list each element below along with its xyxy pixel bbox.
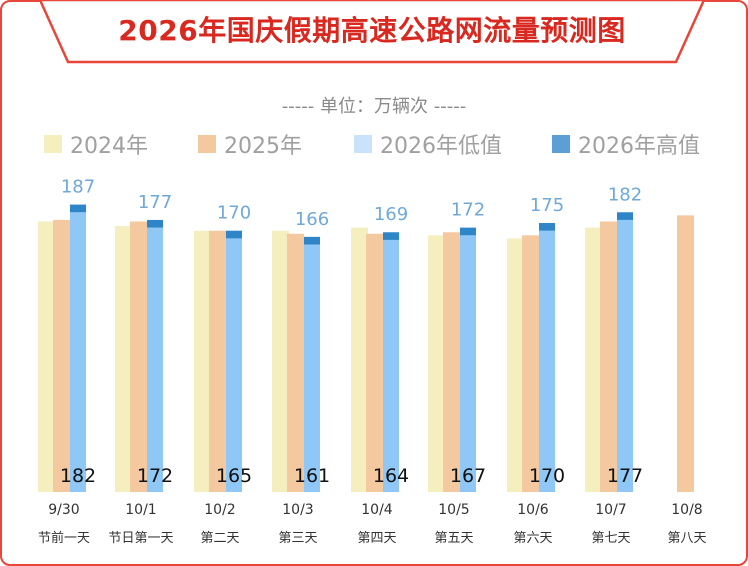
data-label-2026-low-4: 161 [294, 465, 330, 487]
bar-2026-high-6 [460, 227, 476, 236]
legend-swatch-2026-high [552, 135, 570, 153]
bar-2026-high-1 [70, 204, 86, 213]
bar-2024-1 [38, 221, 55, 492]
legend-item-2026-high: 2026年高值 [552, 128, 700, 160]
bar-2026-low-3 [226, 238, 242, 492]
legend-label-2026-high: 2026年高值 [578, 134, 700, 159]
unit-label: ----- 单位：万辆次 ----- [0, 92, 748, 118]
x-sub-label-4: 第三天 [278, 531, 317, 546]
data-label-2026-high-6: 172 [451, 200, 485, 221]
data-label-2026-low-8: 177 [607, 465, 643, 487]
data-label-2026-high-4: 166 [295, 209, 329, 230]
bar-2026-low-8 [617, 219, 633, 493]
title-banner-shape [40, 0, 704, 64]
x-tick-label-4: 10/3 [282, 502, 313, 518]
bar-2026-high-8 [617, 212, 633, 220]
legend: 2024年 2025年 2026年低值 2026年高值 [44, 128, 728, 162]
unit-dashes-right: ----- [428, 96, 467, 117]
x-sub-label-5: 第四天 [357, 531, 396, 546]
x-tick-label-8: 10/7 [595, 502, 626, 518]
legend-swatch-2025 [198, 135, 216, 153]
x-sub-label-9: 第八天 [667, 531, 706, 546]
x-tick-label-7: 10/6 [517, 502, 549, 518]
bar-2025-5 [366, 233, 383, 492]
data-label-2026-high-1: 187 [61, 177, 95, 198]
bar-2026-low-1 [70, 212, 86, 493]
chart-title: 2026年国庆假期高速公路网流量预测图 [118, 14, 626, 47]
x-tick-label-5: 10/4 [361, 502, 393, 518]
bar-2024-4 [272, 230, 289, 492]
x-tick-label-1: 9/30 [48, 502, 79, 518]
x-tick-label-3: 10/2 [204, 502, 235, 518]
data-label-2026-low-1: 182 [60, 465, 96, 487]
bar-2025-7 [522, 235, 539, 493]
bar-2026-high-4 [304, 236, 320, 245]
unit-text: 单位：万辆次 [320, 96, 428, 117]
legend-item-2025: 2025年 [198, 128, 302, 160]
bar-2025-9 [677, 215, 694, 492]
bar-2025-1 [53, 219, 70, 493]
x-tick-label-6: 10/5 [438, 502, 469, 518]
x-sub-label-3: 第二天 [200, 531, 239, 546]
bar-2025-8 [600, 221, 617, 492]
data-label-2026-low-2: 172 [137, 465, 173, 487]
bar-2026-low-5 [383, 239, 399, 492]
bar-2024-7 [507, 238, 524, 492]
data-label-2026-high-7: 175 [530, 195, 564, 216]
x-sub-label-2: 节日第一天 [108, 531, 173, 546]
data-label-2026-high-3: 170 [217, 203, 251, 224]
unit-dashes-left: ----- [281, 96, 320, 117]
x-tick-label-9: 10/8 [671, 502, 702, 518]
bar-2024-3 [194, 230, 211, 492]
bar-2025-2 [130, 221, 147, 492]
legend-label-2025: 2025年 [224, 134, 302, 159]
data-label-2026-high-2: 177 [138, 192, 172, 213]
bar-2024-5 [351, 227, 368, 493]
bar-2026-high-2 [147, 219, 163, 228]
legend-label-2024: 2024年 [70, 134, 148, 159]
legend-label-2026-low: 2026年低值 [380, 134, 502, 159]
x-sub-label-1: 节前一天 [38, 530, 90, 546]
data-label-2026-high-8: 182 [608, 184, 642, 205]
legend-swatch-2026-low [354, 135, 372, 153]
data-label-2026-high-5: 169 [374, 204, 408, 225]
legend-item-2024: 2024年 [44, 128, 148, 160]
bar-2025-4 [287, 233, 304, 492]
data-label-2026-low-6: 167 [450, 465, 486, 487]
bar-2026-high-5 [383, 232, 399, 240]
data-label-2026-low-5: 164 [373, 465, 409, 487]
bar-2026-high-3 [226, 230, 242, 239]
bar-2025-3 [209, 230, 226, 492]
bar-2026-low-4 [304, 244, 320, 492]
data-label-2026-low-3: 165 [216, 465, 252, 487]
bar-2026-low-2 [147, 227, 163, 493]
title-banner: 2026年国庆假期高速公路网流量预测图 [40, 0, 704, 66]
bar-2024-8 [585, 227, 602, 493]
bar-2024-6 [428, 235, 445, 493]
x-sub-label-7: 第六天 [513, 531, 552, 546]
x-tick-label-2: 10/1 [125, 502, 156, 518]
data-label-2026-low-7: 170 [529, 465, 565, 487]
bar-2026-low-6 [460, 235, 476, 493]
bar-2026-low-7 [539, 230, 555, 492]
legend-item-2026-low: 2026年低值 [354, 128, 502, 160]
bar-2026-high-7 [539, 223, 555, 231]
legend-swatch-2024 [44, 135, 62, 153]
bar-2024-2 [115, 226, 132, 492]
x-sub-label-8: 第七天 [591, 531, 630, 546]
x-sub-label-6: 第五天 [434, 531, 473, 546]
bar-2025-6 [443, 232, 460, 492]
